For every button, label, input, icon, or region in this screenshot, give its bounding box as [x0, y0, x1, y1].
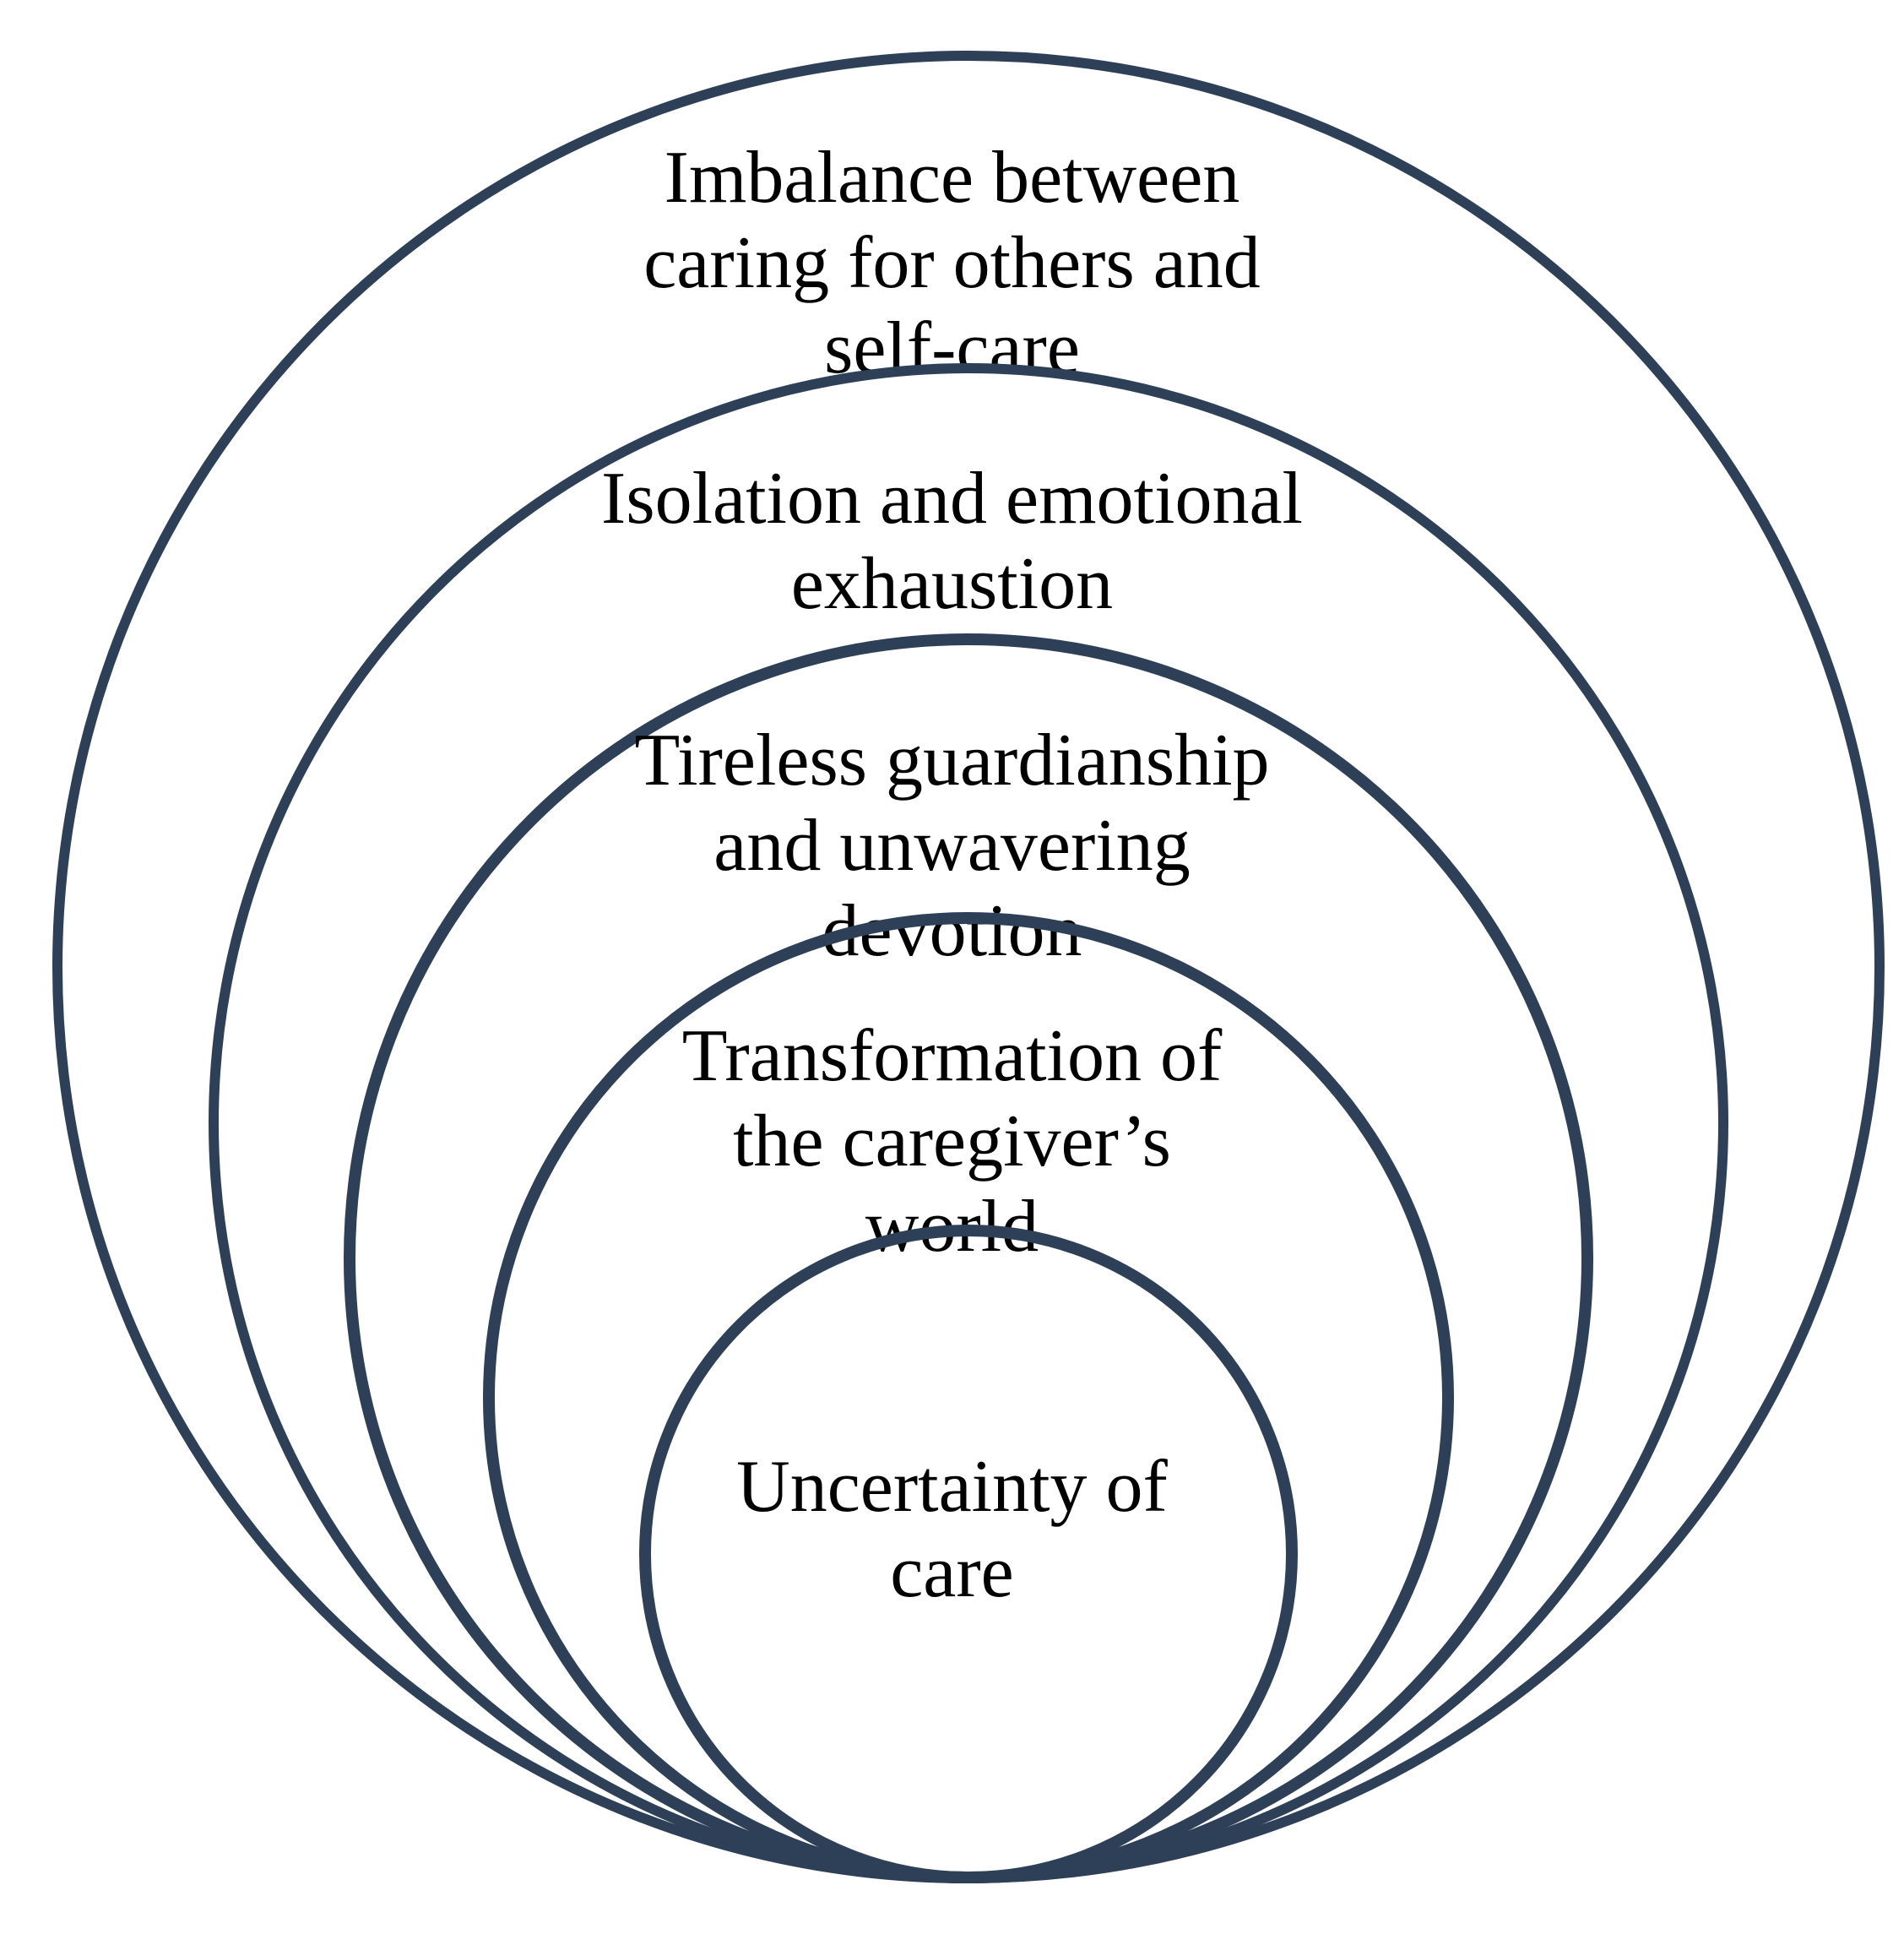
- label-c1: Imbalance between caring for others and …: [643, 135, 1261, 392]
- nested-circles-diagram: Imbalance between caring for others and …: [17, 17, 1887, 1928]
- label-c2: Isolation and emotional exhaustion: [601, 456, 1303, 627]
- label-c5: Uncertainty of care: [736, 1444, 1168, 1615]
